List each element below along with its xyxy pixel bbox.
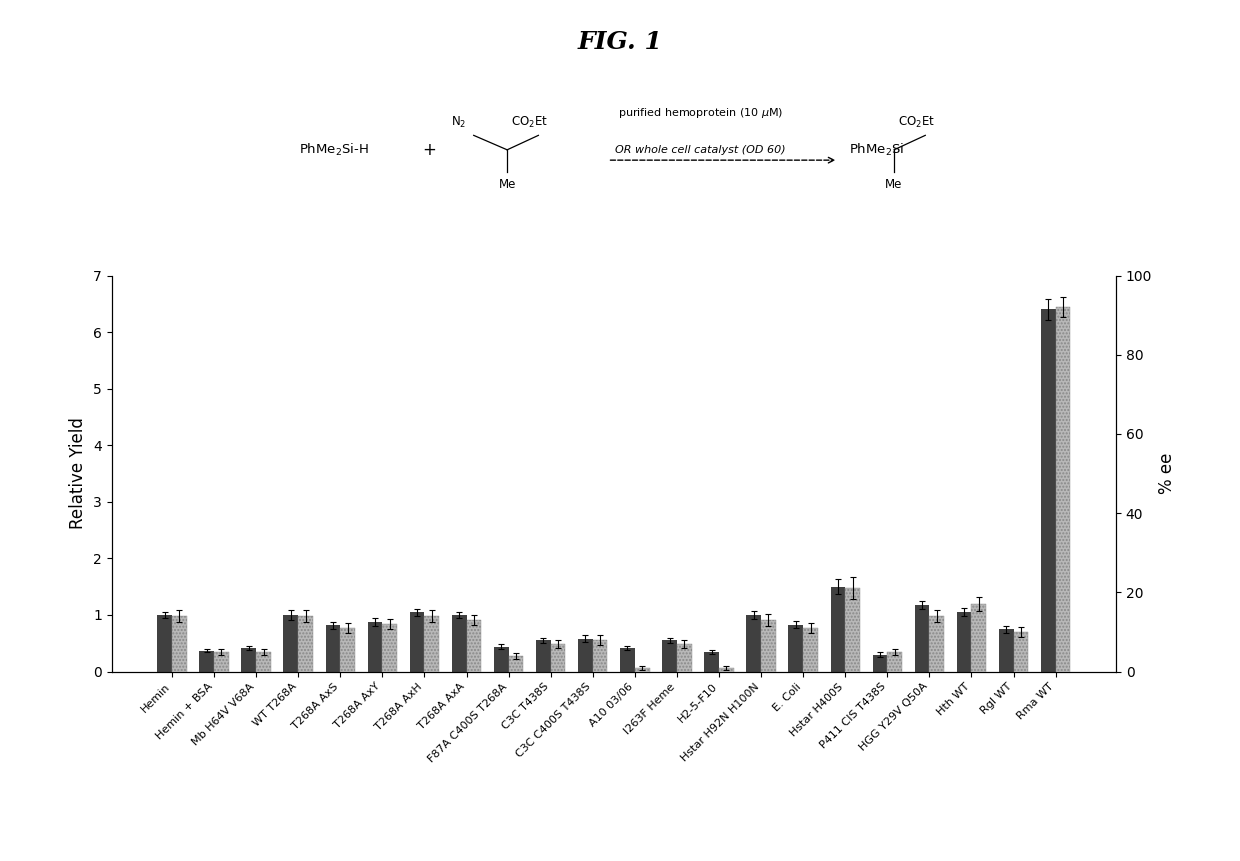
Bar [846,588,861,672]
Bar [409,612,424,672]
Bar [831,586,846,672]
Bar [578,639,593,672]
Text: CO$_2$Et: CO$_2$Et [898,115,935,130]
Bar [1040,309,1055,672]
Text: PhMe$_2$Si-H: PhMe$_2$Si-H [299,142,368,158]
Bar [746,615,761,672]
Bar [172,616,187,672]
Bar [620,647,635,672]
FancyBboxPatch shape [265,62,1024,248]
Bar [157,615,172,672]
Bar [284,615,298,672]
Bar [635,667,650,672]
Bar [915,604,930,672]
Bar [298,616,312,672]
Text: PhMe$_2$Si: PhMe$_2$Si [849,142,905,158]
Bar [424,616,439,672]
Text: purified hemoprotein (10 $\mu$M): purified hemoprotein (10 $\mu$M) [618,107,784,121]
Bar [494,647,508,672]
Text: OR whole cell catalyst (OD 60): OR whole cell catalyst (OD 60) [615,145,786,155]
Bar [508,656,523,672]
Y-axis label: Relative Yield: Relative Yield [69,418,88,530]
Bar [382,624,397,672]
Text: Me: Me [885,178,903,191]
Bar [451,615,466,672]
Text: N$_2$: N$_2$ [451,115,466,130]
Bar [662,641,677,672]
Bar [677,644,692,672]
Bar [998,629,1013,672]
Bar [367,623,382,672]
Bar [873,654,888,672]
Bar [466,620,481,672]
Bar [804,628,818,672]
Bar [719,667,734,672]
Bar [704,652,719,672]
Bar [242,647,257,672]
Bar [888,652,901,672]
Text: +: + [422,141,436,158]
Bar [1013,632,1028,672]
Bar [326,625,340,672]
Bar [761,620,776,672]
Bar [340,628,355,672]
Bar [971,604,986,672]
Bar [957,612,971,672]
Text: Me: Me [498,178,516,191]
Bar [551,644,565,672]
Text: FIG. 1: FIG. 1 [578,30,662,54]
Bar [930,616,944,672]
Text: CO$_2$Et: CO$_2$Et [511,115,548,130]
Bar [215,652,229,672]
Bar [200,651,215,672]
Bar [789,624,804,672]
Bar [1055,307,1070,672]
Bar [536,641,551,672]
Y-axis label: % ee: % ee [1158,453,1176,494]
Bar [257,652,270,672]
Bar [593,640,608,672]
